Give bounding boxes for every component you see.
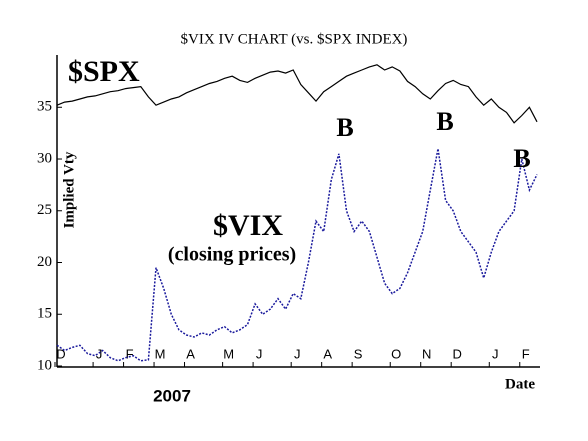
x-tick-label: J	[294, 346, 301, 361]
x-tick-label: D	[56, 346, 65, 361]
x-tick-label: S	[354, 346, 363, 361]
chart-title: $VIX IV CHART (vs. $SPX INDEX)	[181, 31, 408, 47]
annotation: B	[336, 113, 353, 142]
annotation: $VIX	[213, 209, 283, 242]
series-line	[56, 64, 538, 124]
x-tick-label: O	[391, 346, 401, 361]
x-tick-label: F	[522, 346, 530, 361]
x-tick-label: M	[223, 346, 234, 361]
x-tick-label: D	[452, 346, 461, 361]
annotation: (closing prices)	[168, 244, 296, 266]
y-tick-label: 15	[37, 306, 52, 322]
annotation: B	[513, 144, 530, 173]
x-axis-label: Date	[505, 376, 535, 392]
x-tick-label: N	[422, 346, 431, 361]
x-tick-label: M	[155, 346, 166, 361]
y-tick-label: 20	[37, 254, 52, 270]
x-tick-label: F	[126, 346, 134, 361]
y-tick-label: 10	[37, 357, 52, 373]
y-tick-label: 25	[37, 202, 52, 218]
annotation: B	[436, 107, 453, 136]
x-tick-label: J	[256, 346, 263, 361]
annotation: $SPX	[68, 55, 140, 88]
year-label: 2007	[153, 386, 191, 405]
x-tick-label: J	[96, 346, 103, 361]
x-tick-label: A	[323, 346, 332, 361]
series-line	[56, 148, 538, 362]
y-axis-label: Implied Vty	[61, 151, 77, 228]
x-tick-label: A	[186, 346, 195, 361]
y-tick-label: 30	[37, 150, 52, 166]
x-tick-label: J	[492, 346, 499, 361]
y-tick-label: 35	[37, 99, 52, 115]
